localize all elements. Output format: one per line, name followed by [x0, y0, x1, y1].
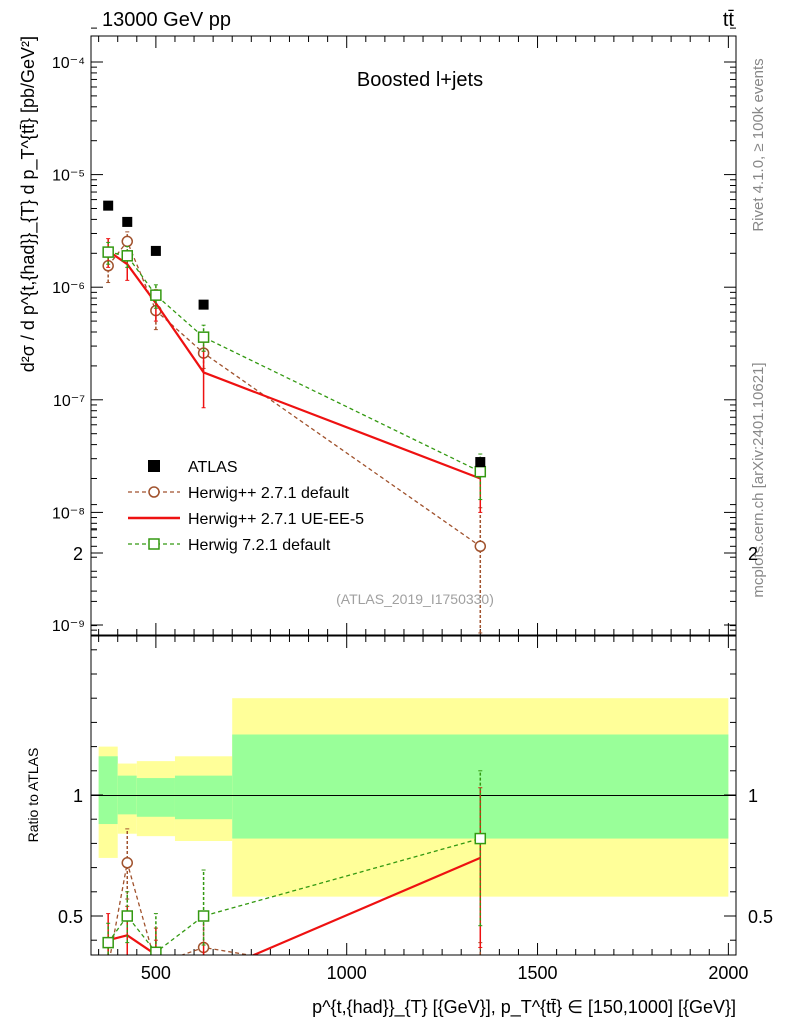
herwig7-default-marker: [197, 910, 210, 922]
series-line: [108, 251, 481, 473]
herwigpp-default-marker: [474, 540, 487, 553]
ratio-panel: 0.5 0.5 1 1 2 2 500 1000 1500 2000 Ratio to ATLAS…: [25, 504, 773, 1018]
y-tick-label: 10⁻⁶: [52, 280, 85, 297]
ratio-y-tick-label: 2: [73, 544, 83, 564]
analysis-tag: (ATLAS_2019_I1750330): [336, 591, 494, 607]
mcplots-label: mcplots.cern.ch [arXiv:2401.10621]: [750, 362, 767, 597]
main-title: Boosted l+jets: [357, 69, 483, 91]
herwigpp-default-marker: [121, 857, 134, 869]
x-axis-label: p^{t,{had}}_{T} [{GeV}], p_T^{tt̄} ∈ [15…: [312, 997, 736, 1018]
inner-band: [136, 778, 175, 817]
herwig7-default-marker: [150, 946, 162, 955]
herwig7-default-marker: [197, 331, 210, 343]
atlas-data-point: [475, 457, 486, 468]
atlas-data-point: [103, 200, 114, 211]
ratio-y-tick-label: 1: [73, 786, 83, 806]
series-line: [107, 250, 481, 480]
atlas-data-point: [122, 216, 133, 227]
inner-band: [98, 756, 118, 825]
herwig7-default-marker: [102, 246, 114, 258]
herwig7-default-marker: [102, 936, 114, 949]
ratio-y-tick-label-right: 2: [748, 544, 758, 564]
ratio-data-layer: [102, 770, 487, 972]
legend-circle-marker: [148, 486, 160, 498]
ratio-y-axis-label: Ratio to ATLAS: [25, 748, 41, 843]
rivet-version-label: Rivet 4.1.0, ≥ 100k events: [750, 58, 767, 231]
y-tick-label: 10⁻⁷: [53, 393, 85, 410]
legend-label: ATLAS: [188, 459, 238, 476]
ratio-y-tick-label-right: 0.5: [748, 907, 773, 927]
ratio-y-tick-label: 0.5: [58, 907, 83, 927]
ratio-x-tick-label: 500: [141, 963, 171, 983]
main-y-axis-label: d²σ / d p^{t,{had}}_{T} d p_T^{tt̄} [pb/…: [18, 36, 39, 372]
herwig7-default-marker: [474, 465, 487, 478]
main-panel: 10⁻⁹10⁻⁸10⁻⁷10⁻⁶10⁻⁵10⁻⁴ Boosted l+jets …: [18, 27, 737, 636]
ratio-uncertainty-bands: [98, 698, 729, 897]
legend-atlas-marker: [148, 460, 160, 472]
herwig7-default-marker: [150, 289, 162, 301]
series-line: [109, 862, 253, 955]
legend-label: Herwig++ 2.7.1 default: [188, 485, 350, 502]
ratio-y-tick-label-right: 1: [748, 786, 758, 806]
inner-band: [174, 775, 233, 820]
main-data-layer: [102, 200, 487, 634]
header-process: tt̄: [723, 9, 735, 31]
y-tick-label: 10⁻⁹: [52, 618, 85, 635]
ratio-frame: [90, 635, 737, 956]
main-frame: [90, 35, 737, 636]
herwigpp-default-marker: [121, 235, 134, 248]
legend: ATLAS Herwig++ 2.7.1 default Herwig++ 2.7.…: [128, 459, 364, 554]
ratio-axis-ticks: 0.5 0.5 1 1 2 2 500 1000 1500 2000: [58, 504, 773, 983]
ratio-x-tick-label: 2000: [708, 963, 748, 983]
legend-label: Herwig++ 2.7.1 UE-EE-5: [188, 511, 364, 528]
ratio-x-tick-label: 1500: [518, 963, 558, 983]
y-tick-label: 10⁻⁵: [52, 168, 85, 185]
y-tick-label: 10⁻⁴: [52, 55, 85, 72]
legend-label: Herwig 7.2.1 default: [188, 537, 331, 554]
herwig7-default-marker: [121, 250, 134, 262]
header-energy: 13000 GeV pp: [102, 9, 231, 31]
y-tick-label: 10⁻⁸: [52, 505, 85, 522]
ratio-x-tick-label: 1000: [327, 963, 367, 983]
atlas-data-point: [150, 245, 161, 256]
atlas-data-point: [198, 299, 209, 310]
herwigpp-default-marker: [103, 962, 113, 972]
herwig7-default-marker: [121, 910, 134, 922]
legend-square-marker: [148, 538, 160, 550]
main-axis-ticks: 10⁻⁹ 10⁻⁸ 10⁻⁷ 10⁻⁶ 10⁻⁵ 10⁻⁴: [52, 27, 736, 635]
herwig7-default-marker: [474, 832, 487, 845]
